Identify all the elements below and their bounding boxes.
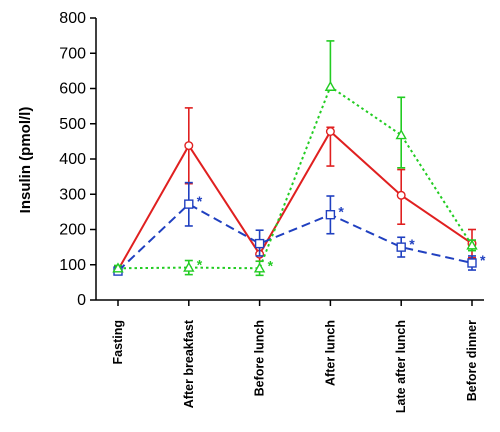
- x-axis: Fasting After breakfast Before lunch After …: [96, 299, 484, 413]
- y-tick-label: 200: [59, 222, 86, 239]
- data-point: [396, 190, 406, 200]
- data-point: [324, 80, 337, 91]
- x-tick-label: After lunch: [323, 320, 337, 386]
- x-tick-label: Fasting: [111, 320, 125, 364]
- x-tick-label: After breakfast: [182, 319, 196, 408]
- data-point: [184, 199, 194, 209]
- series-1: * * * *: [113, 181, 486, 276]
- series-line: [117, 202, 473, 272]
- y-axis: 0 100 200 300 400 500 600 700 800: [59, 10, 97, 309]
- series-line: [117, 129, 473, 271]
- series-layer: ***** *: [112, 40, 486, 277]
- data-point: [112, 262, 124, 273]
- y-tick-label: 100: [59, 257, 86, 274]
- data-point: [325, 209, 336, 220]
- y-tick-label: 700: [59, 45, 86, 62]
- significance-star: *: [197, 257, 203, 273]
- data-point: [183, 261, 195, 272]
- data-point: [396, 242, 406, 252]
- data-point: [325, 127, 335, 137]
- data-point: [466, 239, 478, 250]
- significance-star: *: [409, 236, 415, 252]
- series-0: [113, 107, 477, 275]
- significance-star: *: [268, 257, 274, 273]
- data-point: [467, 258, 477, 268]
- series-2: * *: [112, 40, 478, 277]
- y-tick-label: 400: [59, 151, 86, 168]
- y-tick-label: 0: [77, 292, 86, 309]
- x-tick-label: Before dinner: [465, 320, 479, 401]
- data-point: [184, 141, 194, 151]
- significance-star: *: [480, 252, 486, 268]
- significance-star: *: [338, 204, 344, 220]
- x-tick-label: Late after lunch: [394, 320, 408, 413]
- y-tick-label: 300: [59, 186, 86, 203]
- y-tick-label: 600: [59, 81, 86, 98]
- y-tick-label: 500: [59, 116, 86, 133]
- data-point: [253, 262, 266, 273]
- significance-star: *: [197, 193, 203, 209]
- y-axis-title: Insulin (pmol/l): [17, 107, 34, 214]
- y-tick-label: 800: [59, 10, 86, 27]
- data-point: [395, 129, 407, 140]
- x-tick-label: Before lunch: [253, 320, 267, 396]
- data-point: [254, 238, 265, 249]
